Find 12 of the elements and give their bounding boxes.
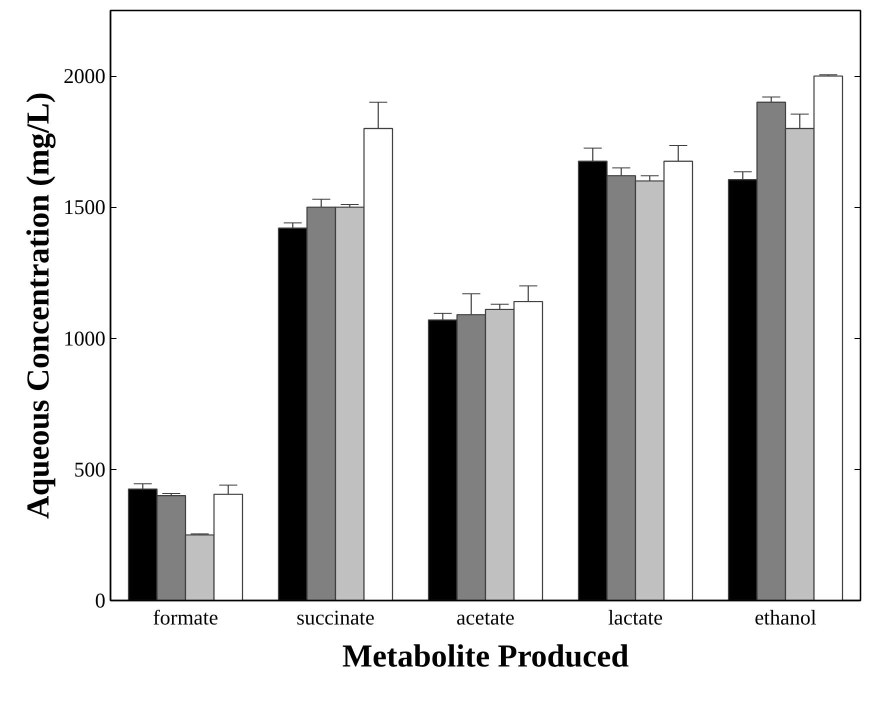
x-tick-label: ethanol	[754, 606, 817, 630]
x-tick-label: lactate	[608, 606, 663, 630]
y-tick-label: 1500	[64, 195, 106, 220]
y-tick-label: 2000	[64, 64, 106, 88]
x-axis-title: Metabolite Produced	[342, 638, 629, 674]
y-tick-label: 1000	[64, 326, 106, 350]
x-tick-label: acetate	[456, 606, 515, 630]
x-tick-label: formate	[152, 606, 218, 630]
y-tick-label: 0	[95, 588, 106, 612]
y-tick-label: 500	[74, 457, 106, 482]
y-axis-title: Aqueous Concentration (mg/L)	[20, 92, 56, 519]
x-tick-label: succinate	[296, 606, 375, 630]
